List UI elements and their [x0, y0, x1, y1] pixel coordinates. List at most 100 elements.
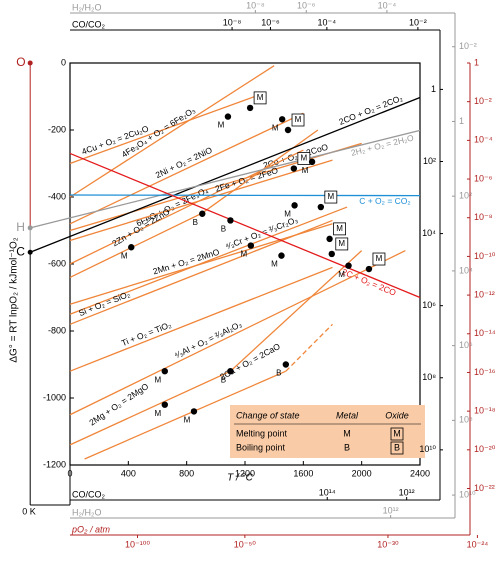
transition-point	[328, 250, 335, 258]
scale-tick-label: 1	[459, 116, 464, 126]
x-tick-label: 800	[179, 468, 194, 478]
x-tick-label: 2400	[410, 468, 430, 478]
y-tick-label: -1200	[43, 459, 66, 469]
scale-label: pO₂ / atm	[71, 524, 110, 534]
scale-label: CO/CO₂	[72, 19, 106, 29]
y-tick-label: -800	[48, 325, 66, 335]
scale-tick-label: 10⁴	[422, 228, 436, 238]
scale-tick-label: 10⁴	[459, 265, 473, 275]
transition-point	[246, 104, 254, 112]
scale-tick-label: 10⁻¹⁸	[474, 406, 496, 416]
point-label: B	[193, 218, 198, 227]
transition-point	[128, 244, 135, 251]
x-axis-label: T / °C	[227, 473, 253, 484]
scale-tick-label: 10⁻⁴	[378, 0, 397, 10]
series-line	[69, 250, 406, 416]
point-label: M	[336, 224, 343, 233]
series-line	[69, 194, 421, 197]
legend-symbol: M	[393, 428, 401, 438]
point-box	[335, 237, 349, 251]
transition-point	[284, 126, 292, 134]
scale-tick-label: 10⁶	[459, 340, 473, 350]
point-label: B	[221, 225, 226, 234]
point-box	[291, 113, 305, 127]
legend-box-symbol	[390, 441, 404, 455]
y-tick-label: -200	[48, 124, 66, 134]
series-line	[69, 94, 260, 165]
legend-symbol: B	[344, 442, 350, 452]
legend-symbol: B	[394, 442, 400, 452]
series-line	[69, 159, 333, 242]
point-box	[372, 252, 386, 266]
series-line	[69, 266, 333, 372]
legend-row: Boiling point	[236, 442, 286, 452]
legend-column: Oxide	[385, 410, 409, 420]
x-tick-label: 2000	[352, 468, 372, 478]
scale-label: H₂/H₂O	[72, 2, 102, 12]
scale-tick-label: 10⁻³⁰	[377, 539, 399, 549]
origin-label: H	[16, 220, 25, 234]
scale-tick-label: 10²	[423, 156, 436, 166]
transition-point	[224, 113, 232, 120]
scale-tick-label: 10⁻⁴	[318, 17, 337, 27]
scale-tick-label: 10⁻²	[474, 96, 492, 106]
series-label: 2Zn + O₂ = 2ZnO	[110, 206, 171, 248]
point-label: M	[295, 115, 302, 124]
transition-point	[308, 158, 316, 166]
y-tick-label: -400	[48, 191, 66, 201]
scale-tick-label: 10⁻²²	[474, 483, 495, 493]
legend-title: Change of state	[236, 410, 300, 420]
point-label: M	[154, 375, 161, 384]
scale-tick-label: 1	[431, 84, 436, 94]
legend-symbol: M	[343, 428, 351, 438]
point-label: M	[338, 270, 345, 279]
origin-label: O	[16, 55, 25, 69]
scale-tick-label: 10⁻⁸	[246, 0, 265, 10]
series-line	[69, 112, 304, 225]
series-label: 2Ca + O₂ = 2CaO	[218, 341, 282, 382]
point-label: M	[218, 121, 225, 130]
scale-tick-label: 10⁻¹⁴	[474, 328, 496, 338]
scale-tick-label: 10⁻¹⁶	[474, 367, 496, 377]
transition-point	[227, 368, 234, 375]
series-label: 2CO + O₂ = 2CO₂	[337, 93, 403, 127]
series-label: C + O₂ = CO₂	[359, 196, 411, 206]
transition-point	[345, 262, 352, 269]
series-line	[69, 206, 348, 315]
scale-tick-label: 10⁻²⁰	[474, 444, 496, 454]
legend-box	[230, 405, 425, 458]
point-label: M	[271, 260, 278, 269]
scale-tick-label: 10⁻⁵⁰	[234, 539, 256, 549]
scale-tick-label: 10⁻¹²	[474, 289, 495, 299]
scale-tick-label: 10⁻¹⁰⁰	[125, 539, 150, 549]
transition-point	[278, 252, 285, 259]
y-tick-label: -1000	[43, 392, 66, 402]
series-line	[69, 152, 421, 299]
transition-point	[227, 217, 234, 224]
transition-point	[247, 242, 255, 249]
transition-point	[326, 235, 333, 243]
series-label: 2Mg + O₂ = 2MgO	[87, 381, 150, 428]
point-label: M	[302, 166, 309, 175]
point-box	[324, 190, 338, 204]
scale-tick-label: 10¹⁰	[419, 444, 436, 454]
point-label: M	[240, 250, 247, 259]
legend-column: Metal	[336, 410, 359, 420]
scale-tick-label: 10⁻⁸	[223, 17, 242, 27]
point-label: M	[154, 409, 161, 418]
scale-tick-label: 10⁻⁶	[261, 17, 280, 27]
transition-point	[317, 203, 325, 211]
point-box	[253, 91, 267, 105]
point-box	[333, 222, 346, 236]
point-label: B	[221, 375, 226, 384]
series-label: ⁴⁄₃Al + O₂ = ²⁄₃Al₂O₃	[172, 319, 243, 361]
scale-tick-label: 10²	[459, 191, 472, 201]
point-label: M	[272, 123, 279, 132]
transition-point	[190, 408, 198, 415]
scale-tick-label: 10⁻²	[409, 17, 427, 27]
origin-label: 0 K	[22, 506, 36, 516]
series-line	[69, 142, 362, 232]
y-axis-label: ΔG° = RT lnpO₂ / kJmol⁻¹O₂	[9, 237, 20, 362]
scale-tick-label: 10¹²	[399, 487, 415, 497]
